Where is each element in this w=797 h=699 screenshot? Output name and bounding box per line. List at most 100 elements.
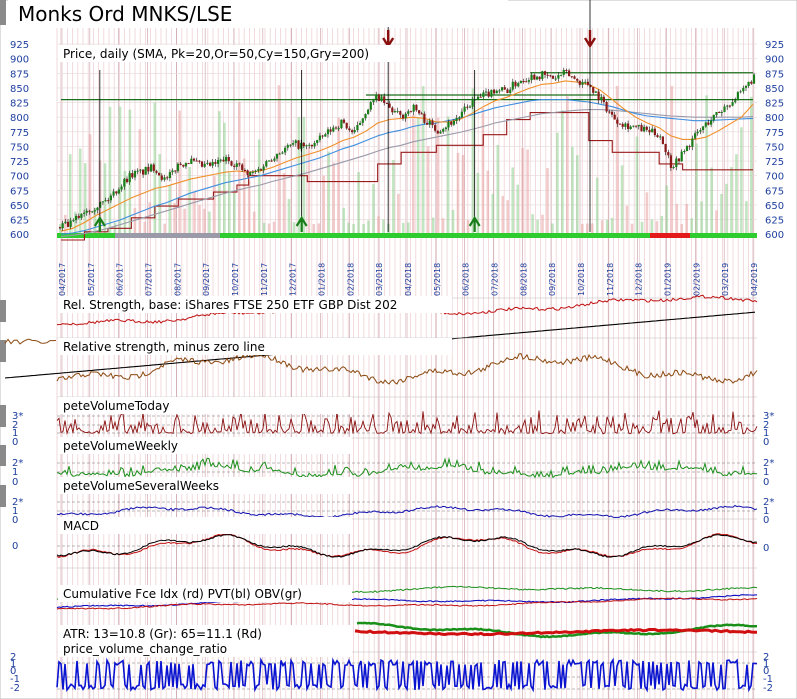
volume-bar — [407, 222, 410, 234]
volume-bar — [625, 205, 629, 234]
candle-body — [356, 125, 359, 131]
candle-body — [736, 92, 739, 101]
candle-body — [624, 123, 627, 127]
candle-body — [107, 200, 110, 202]
vol-today-tick-right: 1 — [763, 428, 769, 439]
signal-strip — [57, 233, 757, 238]
candle-body — [691, 138, 694, 147]
candle-body — [600, 96, 603, 101]
vol-today-tick-left: 0 — [12, 437, 18, 448]
axis-labels: 600 600 625 625 650 650 675 675 700 700 725 725 750 7… — [10, 40, 784, 694]
x-date-label: 01/2018 — [318, 263, 327, 296]
cumulative-label: Cumulative Fce Idx (rd) PVT(bl) OBV(gr) — [63, 587, 302, 601]
candle-body — [289, 144, 292, 146]
atr-65-line — [354, 628, 757, 637]
candle-body — [238, 163, 241, 165]
volume-bar — [397, 193, 400, 234]
candle-body — [297, 140, 300, 149]
x-date-label: 02/2018 — [346, 263, 355, 296]
candle-body — [584, 81, 587, 83]
x-date-label: 09/2017 — [202, 263, 211, 296]
volume-bar — [123, 170, 127, 234]
candle-body — [254, 170, 257, 172]
volume-bar — [496, 144, 500, 234]
candle-body — [310, 144, 313, 147]
vol-weekly-tick-left: 2* — [12, 458, 23, 469]
candle-body — [683, 151, 686, 152]
candle-body — [342, 119, 346, 123]
y-tick-label-left: 925 — [10, 40, 29, 51]
signal-strip-bear — [650, 233, 690, 238]
candle-body — [450, 121, 453, 125]
x-date-label: 12/2018 — [635, 263, 644, 296]
candle-body — [284, 147, 287, 153]
candle-body — [316, 140, 319, 143]
candle-body — [476, 96, 480, 100]
candle-body — [168, 172, 171, 178]
candle-body — [64, 221, 67, 224]
x-date-label: 11/2018 — [606, 263, 615, 296]
vol-weekly-label-box — [58, 437, 352, 454]
vol-weekly-tick-right: 1 — [763, 467, 769, 478]
candle-body — [222, 159, 225, 162]
volume-bar — [620, 165, 624, 234]
volume-bar — [208, 211, 211, 234]
volume-bar — [740, 127, 743, 234]
vol-today-tick-left: 1 — [12, 428, 18, 439]
candle-body — [570, 76, 573, 78]
candle-body — [434, 125, 437, 131]
volume-bar — [416, 117, 420, 234]
candle-body — [66, 221, 70, 227]
volume-bar — [690, 218, 693, 234]
rel-strength-label: Rel. Strength, base: iShares FTSE 250 ET… — [63, 298, 397, 312]
volume-bar — [441, 218, 445, 234]
candle-body — [707, 122, 710, 125]
candle-body — [377, 94, 380, 101]
macd-signal-line — [56, 533, 758, 559]
candle-body — [479, 96, 482, 98]
candle-body — [589, 84, 592, 87]
x-date-label: 07/2018 — [491, 263, 500, 296]
stepped-stop-line — [61, 111, 753, 241]
pvcr-tick-left: 1 — [10, 659, 16, 670]
volume-bar — [745, 201, 748, 234]
candle-body — [241, 164, 244, 171]
candle-body — [259, 169, 263, 171]
candle-body — [627, 123, 630, 129]
volume-bar — [695, 143, 698, 234]
candle-body — [77, 215, 80, 218]
candle-body — [533, 74, 536, 80]
volume-bar — [590, 223, 594, 234]
volume-bar — [735, 154, 738, 234]
candle-body — [393, 111, 396, 113]
candle-body — [211, 162, 214, 166]
candle-body — [249, 172, 252, 175]
pvcr-tick-right: -1 — [763, 674, 773, 685]
volume-bar — [571, 147, 574, 234]
candle-body — [131, 173, 134, 178]
panel-labels: Price, daily (SMA, Pk=20,Or=50,Cy=150,Gr… — [58, 45, 452, 657]
candle-body — [704, 122, 707, 127]
x-date-label: 07/2017 — [145, 263, 154, 296]
candle-body — [104, 200, 107, 202]
candle-body — [375, 94, 378, 99]
y-tick-label-right: 675 — [765, 186, 784, 197]
candle-body — [230, 161, 233, 166]
volume-bar — [178, 110, 181, 234]
volume-bar — [198, 204, 201, 234]
candle-body — [281, 152, 284, 154]
y-tick-label-left: 625 — [10, 216, 29, 227]
candle-body — [632, 125, 635, 127]
volume-bar — [576, 155, 579, 234]
volume-bar — [317, 223, 321, 234]
y-tick-label-left: 900 — [10, 55, 29, 66]
candle-body — [694, 133, 697, 139]
macd-tick-left: 0 — [12, 541, 18, 552]
candle-body — [436, 130, 439, 134]
candle-body — [391, 107, 394, 113]
candle-body — [262, 166, 265, 171]
candle-body — [214, 162, 217, 164]
candle-body — [471, 99, 474, 107]
volume-bar — [700, 201, 703, 234]
volume-bar — [461, 155, 465, 234]
